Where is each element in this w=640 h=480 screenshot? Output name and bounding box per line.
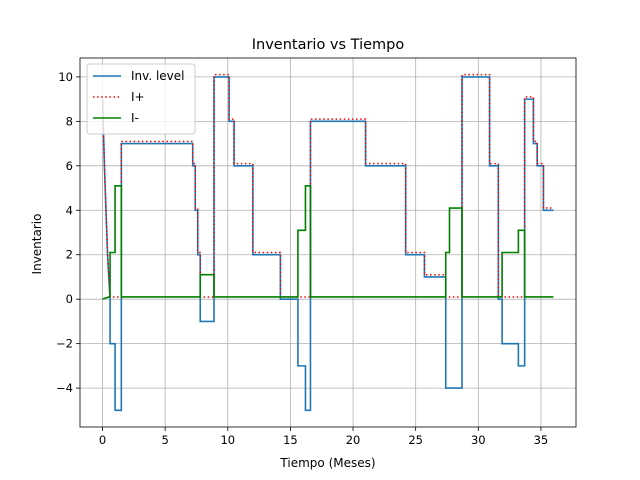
- y-tick-label: 8: [66, 114, 73, 128]
- x-axis-label: Tiempo (Meses): [279, 456, 375, 470]
- y-tick-label: 0: [66, 292, 73, 306]
- legend-label-i-plus: I+: [131, 90, 145, 104]
- x-tick-label: 15: [283, 433, 298, 447]
- x-tick-label: 0: [99, 433, 106, 447]
- y-tick-label: −4: [56, 381, 73, 395]
- series-i-minus-line: [102, 185, 554, 300]
- y-axis-label: Inventario: [30, 214, 44, 275]
- y-tick-label: 10: [58, 70, 73, 84]
- legend-label-i-minus: I-: [131, 111, 139, 125]
- y-tick-label: −2: [56, 337, 73, 351]
- x-tick-label: 5: [162, 433, 169, 447]
- y-tick-label: 2: [66, 248, 73, 262]
- chart-title: Inventario vs Tiempo: [252, 37, 405, 53]
- legend-label-inv-level: Inv. level: [131, 69, 184, 83]
- series-lines: [101, 73, 554, 412]
- ticks: 0 5 10 15 20 25 30 35 −4 −2 0 2 4 6 8 10: [56, 70, 548, 447]
- series-inv-level-line: [101, 76, 554, 412]
- x-tick-label: 25: [408, 433, 423, 447]
- axes-frame: [79, 57, 577, 428]
- y-tick-label: 4: [66, 203, 73, 217]
- x-tick-label: 30: [471, 433, 486, 447]
- legend: Inv. level I+ I-: [86, 63, 196, 135]
- x-tick-label: 10: [220, 433, 235, 447]
- x-tick-label: 20: [346, 433, 361, 447]
- legend-box: [86, 63, 196, 135]
- x-tick-label: 35: [534, 433, 549, 447]
- y-tick-label: 6: [66, 159, 73, 173]
